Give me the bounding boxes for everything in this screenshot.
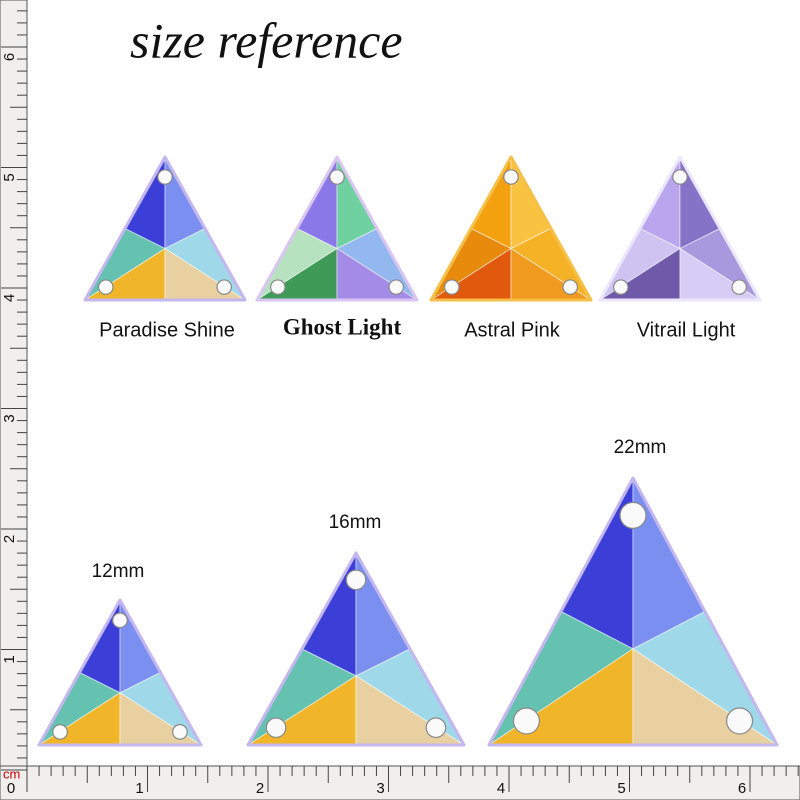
ruler-label: 3 [376, 780, 384, 797]
outline [429, 155, 593, 302]
ruler-label: 4 [497, 780, 505, 797]
ruler-unit: cm [3, 766, 20, 781]
hole [562, 279, 578, 295]
outline [83, 155, 247, 302]
size-label: 22mm [614, 437, 667, 458]
left-ruler [0, 0, 28, 771]
gems [37, 155, 779, 747]
size-label: 16mm [329, 512, 382, 533]
outline [598, 155, 762, 302]
size-label: 12mm [92, 561, 145, 582]
ruler-label: 6 [1, 53, 18, 61]
hole [172, 724, 188, 740]
hole [98, 279, 114, 295]
hole [619, 501, 647, 529]
hole [612, 279, 629, 295]
outline [487, 476, 779, 747]
ruler-label: 4 [1, 294, 18, 302]
ruler-label: 2 [1, 535, 18, 543]
ruler-label: 0 [7, 780, 15, 797]
gem [255, 155, 419, 302]
gem [83, 155, 247, 302]
hole [112, 612, 128, 629]
outline [255, 155, 419, 302]
hole [269, 279, 286, 295]
hole [512, 707, 540, 735]
gem [246, 551, 466, 747]
gem [429, 155, 593, 302]
hole [425, 717, 447, 739]
hole [443, 279, 460, 295]
title: size reference [130, 12, 403, 68]
ruler-label: 3 [1, 414, 18, 422]
outline [246, 551, 466, 747]
gem [37, 598, 203, 747]
color-label: Paradise Shine [99, 319, 235, 341]
hole [503, 169, 519, 185]
hole [672, 169, 688, 185]
gem [487, 476, 779, 747]
color-label: Astral Pink [464, 319, 561, 341]
hole [725, 707, 754, 735]
hole [216, 279, 232, 295]
ruler-label: 5 [617, 780, 625, 797]
ruler-label: 1 [135, 780, 143, 797]
ruler-label: 5 [1, 173, 18, 181]
ruler-label: 2 [256, 780, 264, 797]
outline [37, 598, 203, 747]
ruler-ticks [1, 10, 799, 792]
color-label: Ghost Light [283, 314, 402, 339]
hole [388, 279, 404, 295]
hole [731, 279, 747, 295]
hole [157, 169, 173, 185]
hole [265, 717, 287, 739]
bottom-ruler [0, 765, 800, 800]
gem [598, 155, 762, 302]
hole [52, 724, 68, 740]
ruler-label: 6 [738, 780, 746, 797]
hole [345, 569, 367, 591]
hole [329, 169, 345, 185]
ruler-label: 1 [1, 655, 18, 663]
color-label: Vitrail Light [637, 319, 736, 341]
